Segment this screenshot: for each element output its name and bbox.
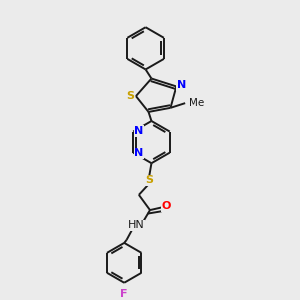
Text: HN: HN	[128, 220, 145, 230]
Text: S: S	[127, 91, 135, 101]
Text: N: N	[134, 148, 143, 158]
Text: Me: Me	[189, 98, 204, 108]
Text: N: N	[134, 126, 143, 136]
Text: S: S	[145, 175, 153, 185]
Text: F: F	[121, 289, 128, 299]
Text: N: N	[177, 80, 186, 90]
Text: O: O	[162, 201, 171, 211]
